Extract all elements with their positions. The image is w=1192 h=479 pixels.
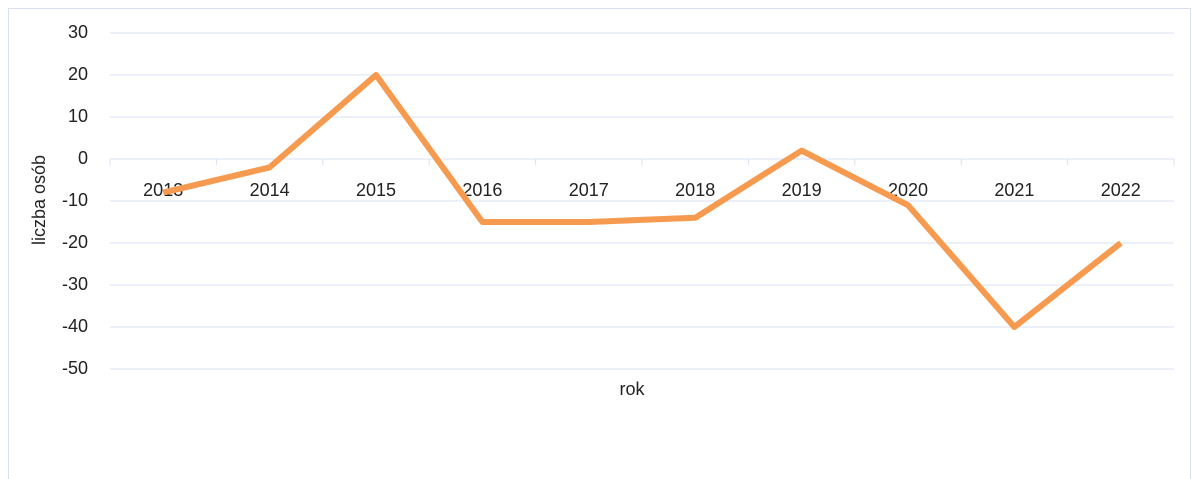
y-tick-label: -10	[62, 190, 88, 210]
y-axis-title: liczba osób	[29, 155, 49, 245]
x-tick-label: 2022	[1101, 180, 1141, 200]
x-tick-label: 2018	[675, 180, 715, 200]
y-tick-label: -50	[62, 358, 88, 378]
y-tick-label: -30	[62, 274, 88, 294]
x-tick-label: 2017	[569, 180, 609, 200]
y-tick-label: -40	[62, 316, 88, 336]
chart-border	[8, 8, 1191, 479]
x-tick-label: 2019	[782, 180, 822, 200]
y-tick-label: 10	[68, 106, 88, 126]
data-line	[162, 72, 1123, 330]
x-tick-label: 2021	[994, 180, 1034, 200]
x-axis-title: rok	[619, 379, 645, 399]
y-tick-label: -20	[62, 232, 88, 252]
x-tick-label: 2015	[356, 180, 396, 200]
y-tick-label: 0	[78, 148, 88, 168]
x-tick-label: 2016	[462, 180, 502, 200]
x-tick-label: 2020	[888, 180, 928, 200]
x-tick-label: 2014	[250, 180, 290, 200]
y-tick-label: 30	[68, 22, 88, 42]
y-tick-label: 20	[68, 64, 88, 84]
